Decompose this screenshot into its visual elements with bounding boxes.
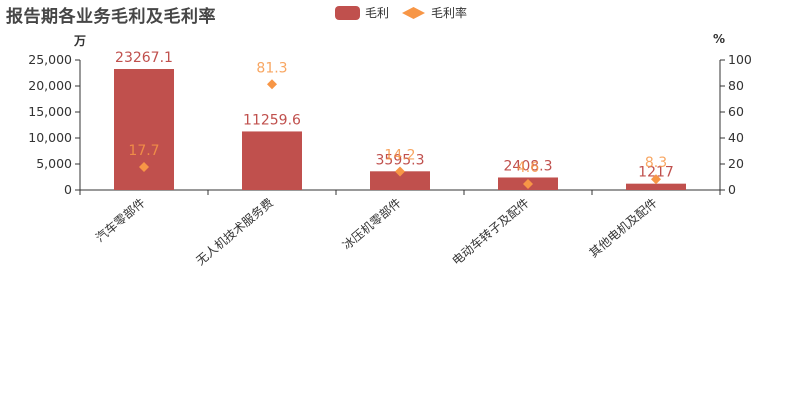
bar-value-label: 11259.6 xyxy=(243,112,301,128)
bar-value-label: 1217 xyxy=(638,165,674,181)
y-left-tick-label: 15,000 xyxy=(28,104,72,119)
margin-rate-label: 17.7 xyxy=(128,143,159,159)
bar xyxy=(626,183,686,190)
chart-title: 报告期各业务毛利及毛利率 xyxy=(6,7,216,27)
legend-diamond-swatch xyxy=(402,6,426,19)
bar-value-label: 23267.1 xyxy=(115,50,173,66)
bar xyxy=(370,171,430,190)
margin-rate-point xyxy=(523,179,533,190)
margin-rate-point xyxy=(267,79,277,90)
y-right-tick-label: 60 xyxy=(728,104,744,119)
right-axis-unit: % xyxy=(713,32,726,46)
bar xyxy=(242,131,302,190)
left-axis-unit: 万 xyxy=(74,34,87,48)
y-left-tick-label: 5,000 xyxy=(36,156,72,171)
y-right-tick-label: 40 xyxy=(728,130,744,145)
x-category-label: 冰压机零部件 xyxy=(339,195,404,253)
margin-rate-label: 14.2 xyxy=(384,148,415,164)
y-left-tick-label: 20,000 xyxy=(28,78,72,93)
legend-label-gross-profit: 毛利 xyxy=(365,6,390,20)
legend: 毛利 毛利率 xyxy=(335,4,479,21)
x-category-label: 汽车零部件 xyxy=(92,195,148,245)
y-right-tick-label: 20 xyxy=(728,156,744,171)
y-left-tick-label: 0 xyxy=(64,182,72,197)
margin-rate-label: 4.6 xyxy=(517,160,539,176)
y-left-tick-label: 10,000 xyxy=(28,130,72,145)
bar-value-label: 3595.3 xyxy=(376,152,425,168)
margin-rate-label: 81.3 xyxy=(256,60,287,76)
legend-label-gross-margin: 毛利率 xyxy=(431,6,468,20)
legend-bar-swatch xyxy=(335,5,360,20)
x-category-label: 无人机技术服务费 xyxy=(193,195,276,268)
y-right-tick-label: 100 xyxy=(728,52,752,67)
x-category-label: 电动车转子及配件 xyxy=(449,195,532,268)
margin-rate-point xyxy=(395,166,405,177)
y-right-tick-label: 80 xyxy=(728,78,744,93)
y-left-tick-label: 25,000 xyxy=(28,52,72,67)
x-category-label: 其他电机及配件 xyxy=(587,196,660,261)
margin-rate-label: 8.3 xyxy=(645,155,667,171)
margin-rate-point xyxy=(139,161,149,172)
y-right-tick-label: 0 xyxy=(728,182,736,197)
bar-value-label: 2408.3 xyxy=(504,158,553,174)
legend-item-gross-margin[interactable]: 毛利率 xyxy=(401,4,467,21)
margin-rate-point xyxy=(651,174,661,185)
legend-item-gross-profit[interactable]: 毛利 xyxy=(335,4,389,21)
